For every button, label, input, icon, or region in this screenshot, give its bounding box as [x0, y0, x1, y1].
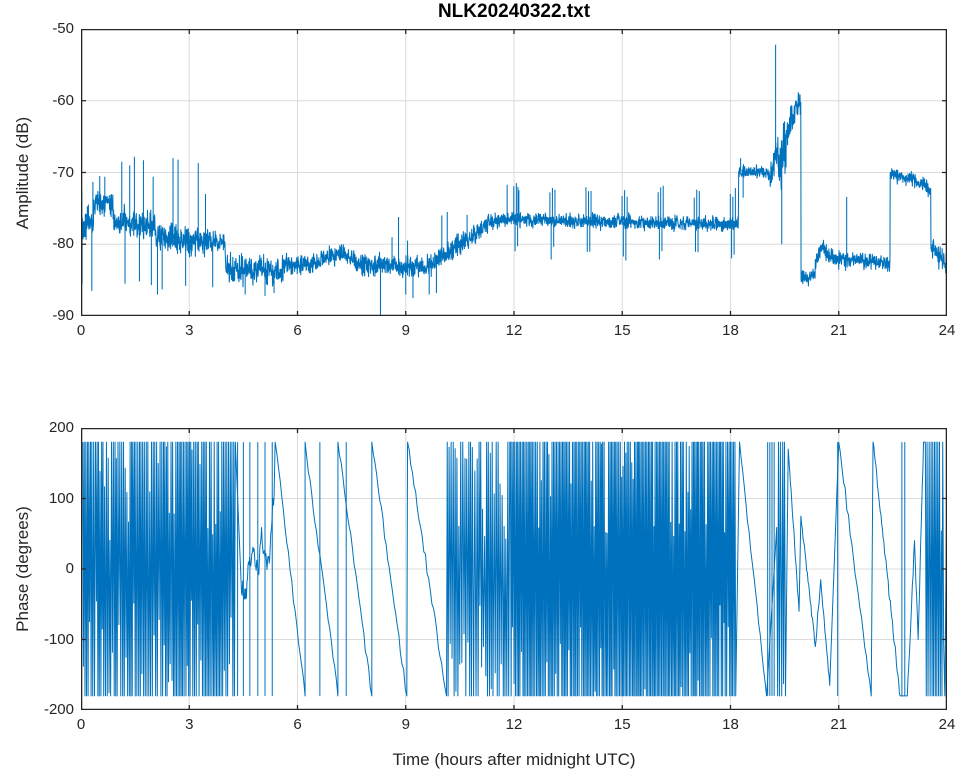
- y-tick-label: -50: [52, 20, 74, 37]
- chart-title: NLK20240322.txt: [437, 1, 591, 22]
- x-tick-label: 6: [293, 322, 302, 339]
- x-axis-label: Time (hours after midnight UTC): [392, 750, 636, 769]
- x-tick-label: 3: [185, 322, 194, 339]
- y-tick-label: 0: [65, 560, 74, 577]
- x-tick-label: 12: [505, 716, 523, 733]
- x-tick-label: 12: [505, 322, 523, 339]
- x-tick-label: 15: [613, 716, 631, 733]
- y-tick-label: -60: [52, 91, 74, 109]
- x-tick-label: 15: [613, 322, 631, 339]
- x-tick-label: 24: [938, 716, 956, 733]
- y-tick-label: -70: [52, 163, 74, 181]
- x-tick-label: 18: [722, 716, 739, 733]
- x-tick-label: 9: [401, 716, 410, 733]
- x-tick-label: 21: [830, 322, 848, 339]
- x-tick-label: 0: [76, 322, 86, 339]
- x-tick-label: 3: [185, 716, 194, 733]
- y-tick-label: -100: [43, 630, 74, 648]
- x-tick-label: 9: [401, 322, 410, 339]
- x-tick-label: 6: [293, 716, 302, 733]
- amplitude-plot: [81, 29, 947, 316]
- x-tick-label: 0: [76, 716, 86, 733]
- y-tick-label: -200: [43, 701, 74, 718]
- y-tick-label: 200: [48, 419, 74, 436]
- y-tick-label: 100: [48, 489, 74, 507]
- phase-plot: [81, 428, 947, 710]
- y-tick-label: -90: [52, 307, 74, 324]
- x-tick-label: 18: [722, 322, 739, 339]
- x-tick-label: 21: [830, 716, 848, 733]
- y-tick-label: -80: [52, 235, 74, 253]
- x-tick-label: 24: [938, 322, 956, 339]
